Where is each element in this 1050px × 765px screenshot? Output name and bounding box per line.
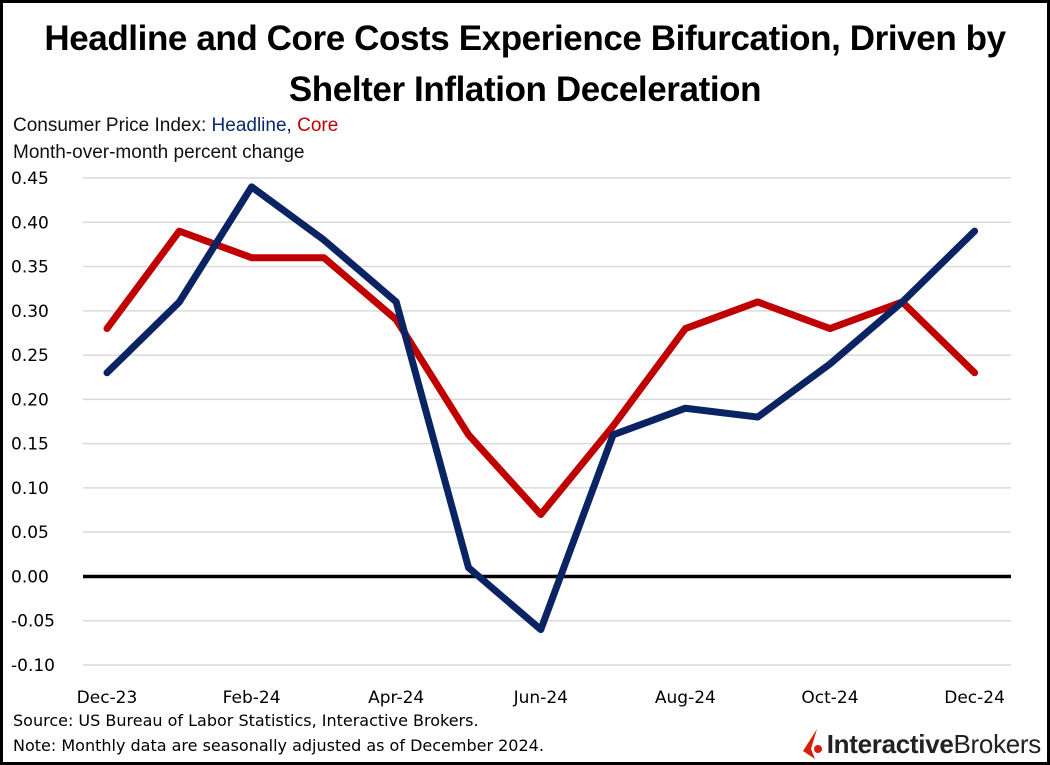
- x-tick-label: Dec-23: [77, 688, 138, 708]
- y-tick-label: 0.45: [11, 169, 49, 189]
- x-tick-label: Apr-24: [368, 688, 424, 708]
- source-note: Source: US Bureau of Labor Statistics, I…: [13, 711, 479, 730]
- x-tick-label: Jun-24: [513, 688, 568, 708]
- series-line-core: [103, 227, 979, 518]
- gridlines: [83, 177, 1011, 666]
- y-axis-ticks: 0.45 0.40 0.35 0.30 0.25 0.20 0.15 0.10 0.05 0.00…: [11, 169, 55, 676]
- chart-title-line2: Shelter Inflation Deceleration: [288, 70, 762, 109]
- x-tick-label: Oct-24: [801, 688, 858, 708]
- subtitle-separator: ,: [286, 115, 298, 136]
- chart-title: Headline and Core Costs Experience Bifur…: [3, 13, 1047, 115]
- line-chart: 0.45 0.40 0.35 0.30 0.25 0.20 0.15 0.10 0.05 0.00…: [11, 169, 1011, 708]
- y-axis-label: Month-over-month percent change: [13, 142, 305, 163]
- y-tick-label: 0.10: [11, 479, 49, 499]
- y-tick-label: 0.30: [11, 302, 49, 322]
- x-tick-label: Aug-24: [655, 688, 716, 708]
- series-lines: [103, 183, 979, 634]
- y-tick-label: 0.20: [11, 390, 49, 410]
- interactive-brokers-logo: InteractiveBrokers: [801, 729, 1041, 759]
- y-tick-label: 0.15: [11, 435, 49, 455]
- legend-headline: Headline: [211, 115, 287, 136]
- y-tick-label: 0.25: [11, 346, 49, 366]
- y-tick-label: 0.35: [11, 258, 49, 278]
- x-axis-ticks: Dec-23 Feb-24 Apr-24 Jun-24 Aug-24 Oct-24 Dec-…: [77, 688, 1005, 708]
- chart-title-line1: Headline and Core Costs Experience Bifur…: [44, 19, 1006, 58]
- x-tick-label: Feb-24: [223, 688, 281, 708]
- x-tick-label: Dec-24: [944, 688, 1005, 708]
- y-tick-label: -0.10: [11, 656, 55, 676]
- subtitle-prefix: Consumer Price Index:: [13, 115, 212, 136]
- ib-flame-icon: [802, 729, 822, 759]
- legend-core: Core: [297, 115, 339, 136]
- y-tick-label: -0.05: [11, 612, 55, 632]
- logo-text: InteractiveBrokers: [826, 728, 1042, 759]
- y-tick-label: 0.40: [11, 213, 49, 233]
- y-tick-label: 0.05: [11, 523, 49, 543]
- chart-subtitle: Consumer Price Index: Headline, Core: [13, 115, 338, 137]
- footnote: Note: Monthly data are seasonally adjust…: [13, 736, 544, 755]
- y-tick-label: 0.00: [11, 567, 49, 587]
